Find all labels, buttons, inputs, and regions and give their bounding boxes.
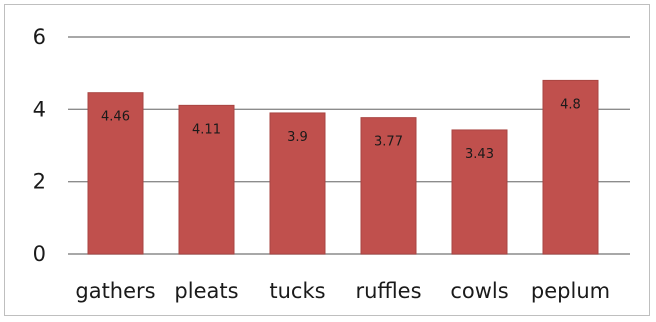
x-axis-category-labels: gathers pleats tucks ruffles cowls peplum	[75, 279, 610, 303]
data-label-pleats: 4.11	[192, 122, 221, 137]
y-axis-tick-labels: 0 2 4 6	[33, 25, 46, 266]
y-tick-label: 2	[33, 170, 46, 194]
bar-gathers	[87, 92, 144, 255]
x-category-label: tucks	[269, 279, 325, 303]
x-category-label: cowls	[450, 279, 508, 303]
x-category-label: gathers	[75, 279, 155, 303]
data-label-peplum: 4.8	[560, 97, 581, 112]
data-labels: 4.46 4.11 3.9 3.77 3.43 4.8	[101, 97, 581, 162]
x-category-label: ruffles	[355, 279, 421, 303]
y-tick-label: 4	[33, 97, 46, 121]
y-tick-label: 6	[33, 25, 46, 49]
bar-tucks	[269, 112, 326, 255]
x-category-label: peplum	[531, 279, 610, 303]
data-label-gathers: 4.46	[101, 110, 130, 125]
bars	[87, 79, 599, 255]
bar-peplum	[542, 79, 599, 255]
gridlines	[68, 36, 630, 255]
bar-pleats	[178, 104, 235, 255]
y-tick-label: 0	[33, 242, 46, 266]
data-label-cowls: 3.43	[465, 147, 494, 162]
data-label-ruffles: 3.77	[374, 135, 403, 150]
data-label-tucks: 3.9	[287, 130, 308, 145]
bar-cowls	[451, 129, 508, 255]
x-category-label: pleats	[174, 279, 238, 303]
bar-ruffles	[360, 117, 417, 255]
